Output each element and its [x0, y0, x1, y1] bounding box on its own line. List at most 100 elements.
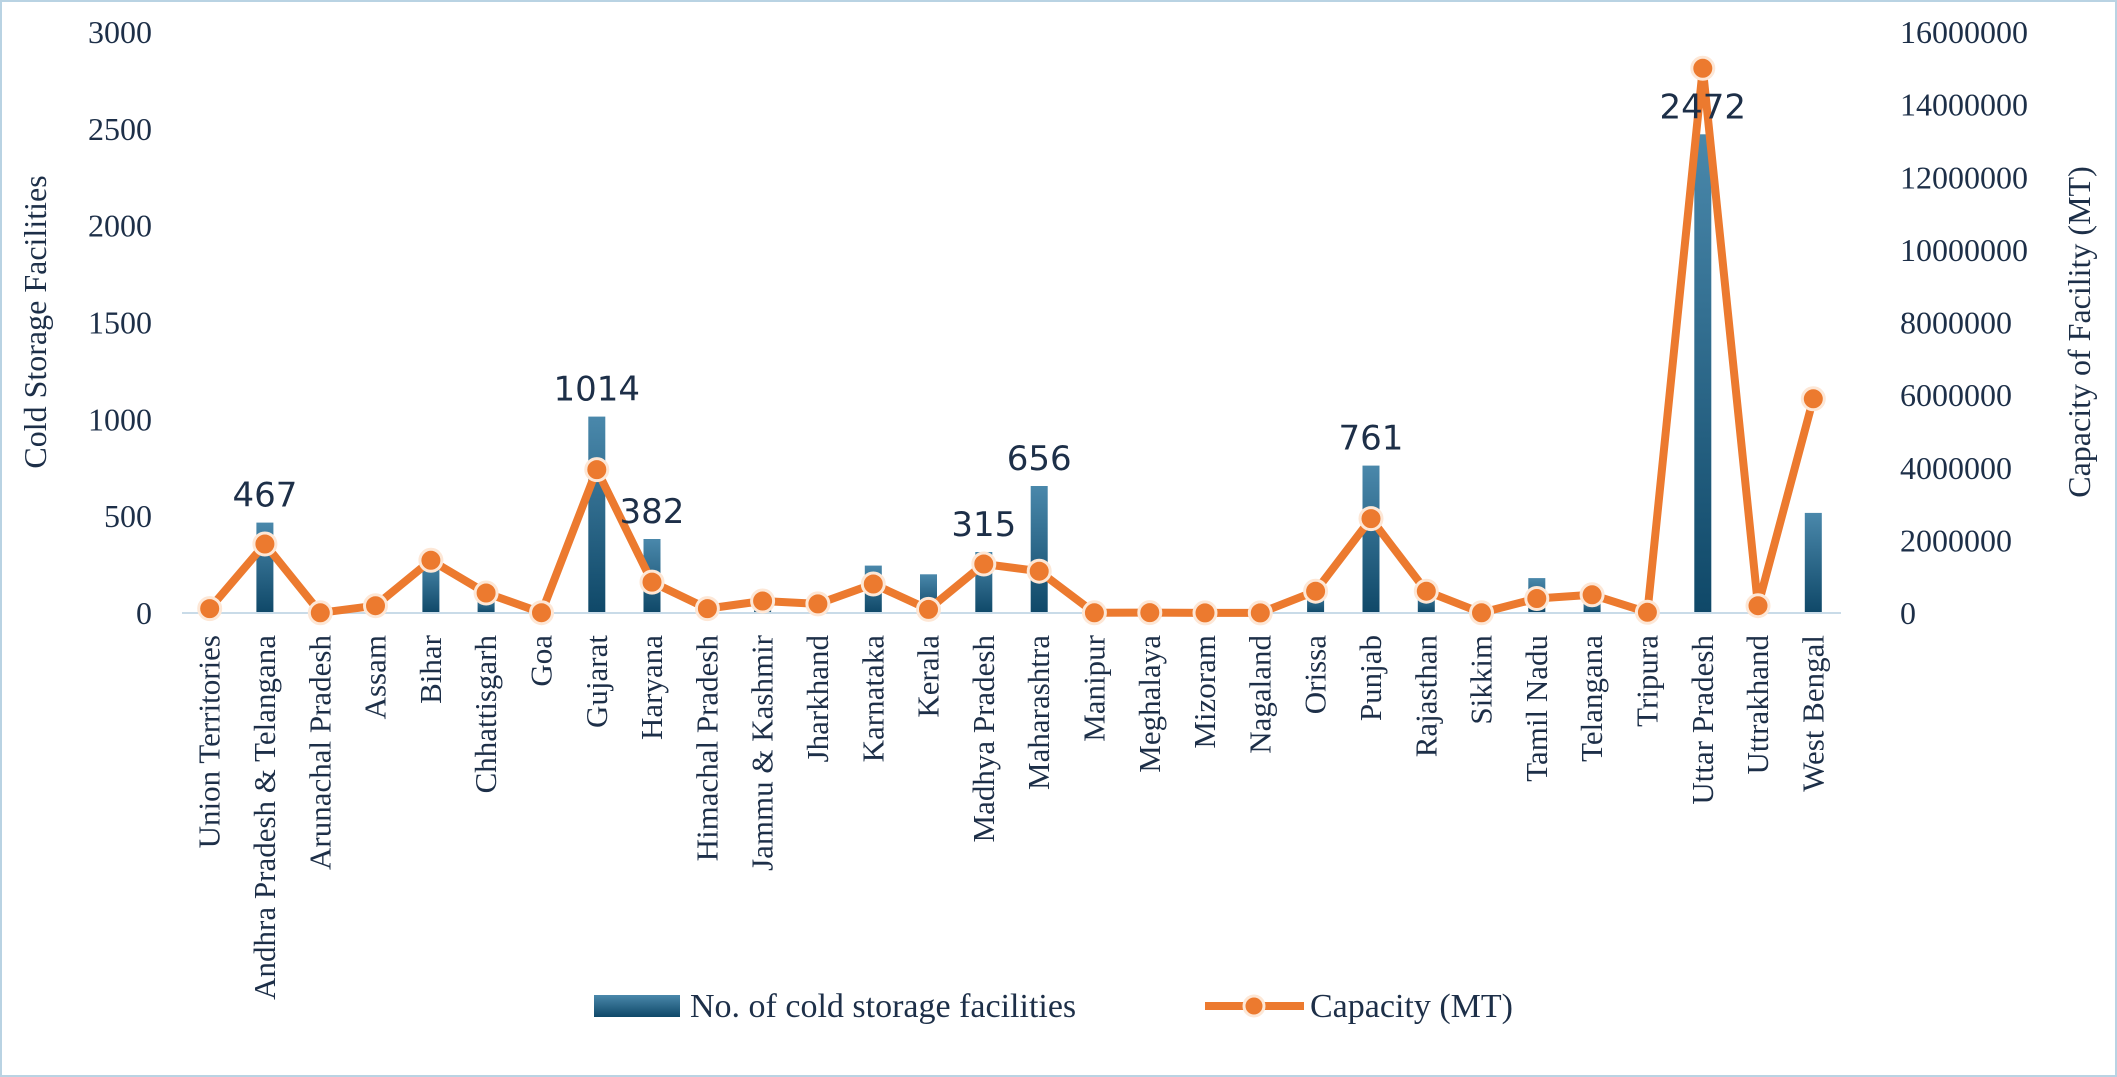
capacity-point-23: [1469, 600, 1494, 626]
capacity-point-22: [1413, 578, 1439, 604]
x-tick-label-28: Uttrakhand: [1740, 635, 1775, 775]
capacity-point-26: [1634, 599, 1660, 625]
y2-tick-label-2: 4000000: [1900, 450, 2012, 486]
capacity-point-19: [1247, 600, 1273, 626]
capacity-point-6: [529, 600, 554, 626]
capacity-point-16: [1081, 600, 1107, 626]
data-label-6: 2472: [1660, 87, 1747, 127]
legend-swatch-bar: [594, 995, 680, 1017]
x-tick-label-12: Karnataka: [855, 635, 890, 763]
legend-label-capacity: Capacity (MT): [1310, 988, 1513, 1025]
x-tick-label-0: Union Territories: [192, 635, 227, 848]
capacity-point-3: [363, 593, 388, 619]
y-tick-label-2: 1000: [88, 401, 152, 437]
x-tick-label-14: Madhya Pradesh: [966, 635, 1001, 843]
capacity-point-7: [584, 457, 610, 483]
data-label-2: 382: [620, 492, 685, 532]
y2-tick-label-0: 0: [1900, 595, 1916, 631]
capacity-point-29: [1800, 386, 1826, 412]
axes-group: 0 500 1000 1500 2000 2500 3000 0 2000000 4000000 6…: [88, 14, 2028, 1000]
capacity-point-12: [860, 571, 886, 597]
y2-tick-label-8: 16000000: [1900, 14, 2028, 50]
capacity-point-18: [1192, 600, 1218, 626]
data-labels-group: 467 1014 382 315 656 761 2472: [232, 87, 1746, 545]
capacity-point-28: [1745, 593, 1771, 619]
x-tick-label-22: Rajasthan: [1408, 635, 1443, 758]
y-tick-label-5: 2500: [88, 111, 152, 147]
legend-item-facilities: No. of cold storage facilities: [594, 988, 1076, 1025]
capacity-point-11: [805, 591, 831, 617]
capacity-point-10: [750, 588, 776, 614]
y-tick-label-0: 0: [136, 595, 152, 631]
bar-21: [1362, 465, 1380, 613]
legend-label-facilities: No. of cold storage facilities: [690, 988, 1076, 1025]
x-tick-label-16: Manipur: [1076, 634, 1111, 741]
y-tick-label-6: 3000: [88, 14, 152, 50]
bar-4: [422, 560, 440, 613]
x-tick-label-2: Arunachal Pradesh: [302, 635, 337, 870]
y-axis-title: Cold Storage Facilities: [17, 175, 53, 468]
legend-swatch-marker: [1242, 994, 1266, 1018]
bar-27: [1694, 134, 1712, 614]
y2-tick-label-5: 10000000: [1900, 232, 2028, 268]
capacity-point-9: [694, 596, 720, 622]
x-tick-label-11: Jharkhand: [800, 635, 835, 763]
x-tick-label-7: Gujarat: [579, 635, 614, 728]
legend-item-capacity: Capacity (MT): [1205, 988, 1513, 1025]
capacity-point-20: [1303, 578, 1329, 604]
x-tick-label-17: Meghalaya: [1132, 635, 1167, 773]
capacity-point-1: [252, 531, 278, 557]
capacity-point-14: [971, 551, 997, 577]
x-tick-label-26: Tripura: [1629, 635, 1664, 727]
bar-29: [1804, 512, 1822, 613]
x-tick-label-15: Maharashtra: [1021, 635, 1056, 790]
legend: No. of cold storage facilities Capacity …: [594, 988, 1513, 1025]
x-tick-label-23: Sikkim: [1464, 635, 1499, 725]
y-tick-label-3: 1500: [88, 305, 152, 341]
x-tick-label-27: Uttar Pradesh: [1685, 635, 1720, 805]
y-tick-label-4: 2000: [88, 208, 152, 244]
capacity-point-21: [1358, 506, 1384, 532]
data-label-5: 761: [1339, 419, 1404, 459]
x-tick-label-18: Mizoram: [1187, 635, 1222, 749]
x-tick-label-5: Chhattisgarh: [468, 635, 503, 794]
data-label-1: 1014: [554, 370, 641, 410]
x-tick-label-10: Jammu & Kashmir: [745, 634, 780, 871]
bar-15: [1030, 486, 1048, 613]
x-tick-label-6: Goa: [524, 635, 559, 687]
capacity-point-24: [1524, 586, 1550, 611]
y2-tick-label-1: 2000000: [1900, 522, 2012, 558]
data-label-3: 315: [951, 505, 1016, 545]
y2-tick-label-3: 6000000: [1900, 377, 2012, 413]
x-tick-label-20: Orissa: [1298, 635, 1333, 714]
y2-tick-label-4: 8000000: [1900, 305, 2012, 341]
capacity-point-25: [1579, 582, 1605, 608]
x-tick-label-19: Nagaland: [1242, 635, 1277, 754]
x-tick-label-4: Bihar: [413, 634, 448, 704]
bar-7: [588, 416, 606, 613]
x-tick-label-21: Punjab: [1353, 635, 1388, 721]
x-tick-label-13: Kerala: [911, 635, 946, 718]
capacity-point-0: [197, 596, 223, 622]
capacity-line-group: [197, 55, 1826, 626]
x-tick-label-25: Telangana: [1574, 635, 1609, 762]
data-label-0: 467: [232, 476, 297, 516]
capacity-point-4: [418, 547, 444, 573]
x-tick-label-1: Andhra Pradesh & Telangana: [247, 635, 282, 1000]
capacity-point-13: [916, 596, 941, 622]
capacity-point-15: [1026, 558, 1052, 584]
y2-tick-label-7: 14000000: [1900, 87, 2028, 123]
data-label-4: 656: [1007, 439, 1072, 479]
y2-axis-title: Capacity of Facility (MT): [2061, 166, 2097, 497]
x-tick-label-29: West Bengal: [1795, 635, 1830, 792]
x-tick-label-8: Haryana: [634, 635, 669, 740]
capacity-point-17: [1137, 600, 1163, 626]
x-tick-label-24: Tamil Nadu: [1519, 635, 1554, 782]
capacity-point-27: [1690, 55, 1716, 81]
capacity-point-5: [473, 580, 499, 606]
y2-tick-label-6: 12000000: [1900, 159, 2028, 195]
y-tick-label-1: 500: [104, 498, 152, 534]
x-tick-label-3: Assam: [358, 635, 393, 719]
